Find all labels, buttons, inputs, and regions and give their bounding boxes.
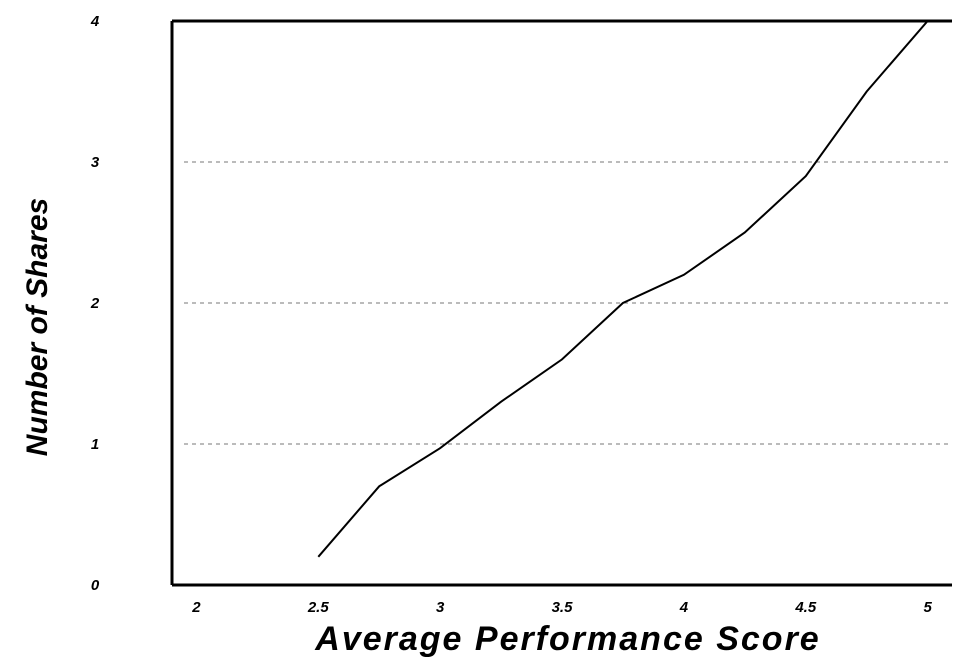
y-tick-label: 1 (91, 436, 99, 453)
series-line (317, 20, 929, 558)
x-tick-labels: 2 2.5 3 3.5 4 4.5 5 (191, 599, 932, 616)
y-tick-label: 3 (91, 154, 100, 171)
y-tick-label: 0 (91, 577, 100, 594)
plot-frame (170, 19, 952, 587)
y-tick-labels: 0 1 2 3 4 (90, 13, 100, 594)
y-tick-label: 2 (90, 295, 100, 312)
x-tick-label: 2 (191, 599, 201, 616)
x-tick-label: 4 (679, 599, 689, 616)
x-tick-label: 5 (923, 599, 932, 616)
x-tick-label: 3.5 (552, 599, 574, 616)
x-tick-label: 4.5 (794, 599, 817, 616)
gridlines (184, 161, 952, 445)
y-tick-label: 4 (90, 13, 100, 30)
y-axis-title: Number of Shares (21, 198, 54, 456)
x-axis-title: Average Performance Score (314, 620, 820, 657)
x-tick-label: 2.5 (307, 599, 330, 616)
x-tick-label: 3 (436, 599, 445, 616)
